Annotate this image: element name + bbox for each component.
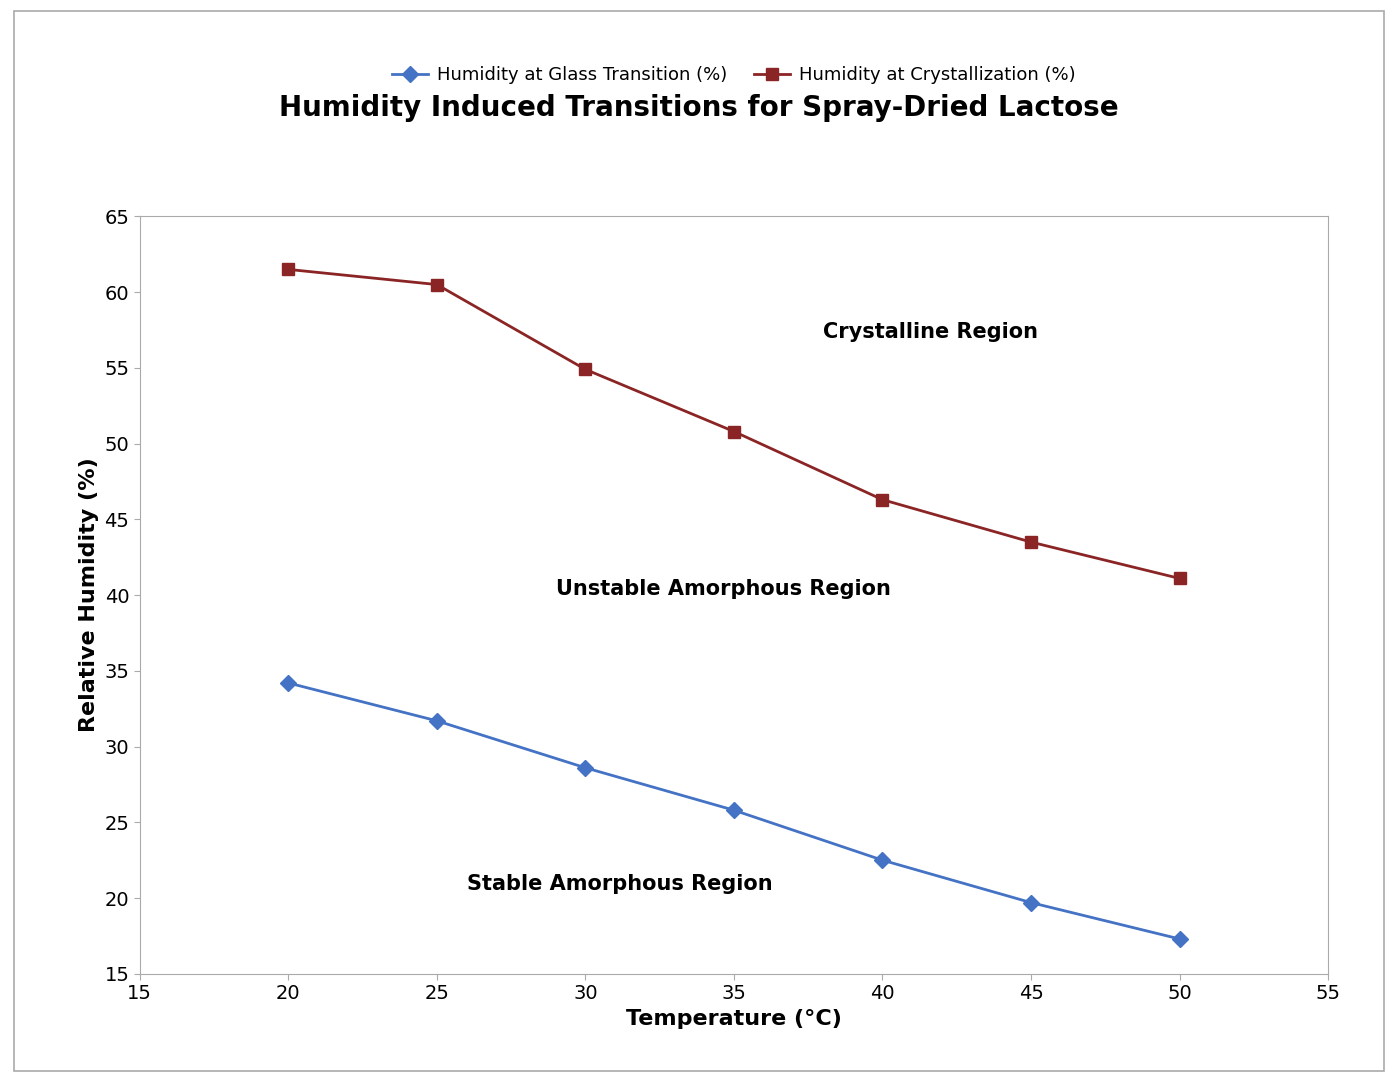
Humidity at Glass Transition (%) [726,804,742,817]
Line: Humidity at Crystallization (%): Humidity at Crystallization (%) [282,264,1186,584]
Humidity at Crystallization (%) [280,263,296,276]
Humidity at Glass Transition (%) [1023,896,1040,909]
Humidity at Glass Transition (%) [280,676,296,689]
Line: Humidity at Glass Transition (%): Humidity at Glass Transition (%) [282,677,1186,945]
Humidity at Crystallization (%) [1172,572,1188,585]
Text: Humidity Induced Transitions for Spray-Dried Lactose: Humidity Induced Transitions for Spray-D… [280,94,1118,122]
Humidity at Glass Transition (%) [874,854,891,867]
Humidity at Glass Transition (%) [577,762,594,775]
Humidity at Crystallization (%) [429,278,446,291]
Humidity at Crystallization (%) [874,493,891,506]
Humidity at Crystallization (%) [726,425,742,438]
Humidity at Glass Transition (%) [429,714,446,727]
X-axis label: Temperature (°C): Temperature (°C) [626,1008,842,1029]
Y-axis label: Relative Humidity (%): Relative Humidity (%) [78,458,99,733]
Text: Stable Amorphous Region: Stable Amorphous Region [467,874,772,895]
Humidity at Crystallization (%) [1023,536,1040,549]
Text: Unstable Amorphous Region: Unstable Amorphous Region [556,579,891,599]
Text: Crystalline Region: Crystalline Region [823,321,1039,342]
Humidity at Crystallization (%) [577,362,594,375]
Legend: Humidity at Glass Transition (%), Humidity at Crystallization (%): Humidity at Glass Transition (%), Humidi… [384,58,1083,91]
Humidity at Glass Transition (%) [1172,933,1188,946]
